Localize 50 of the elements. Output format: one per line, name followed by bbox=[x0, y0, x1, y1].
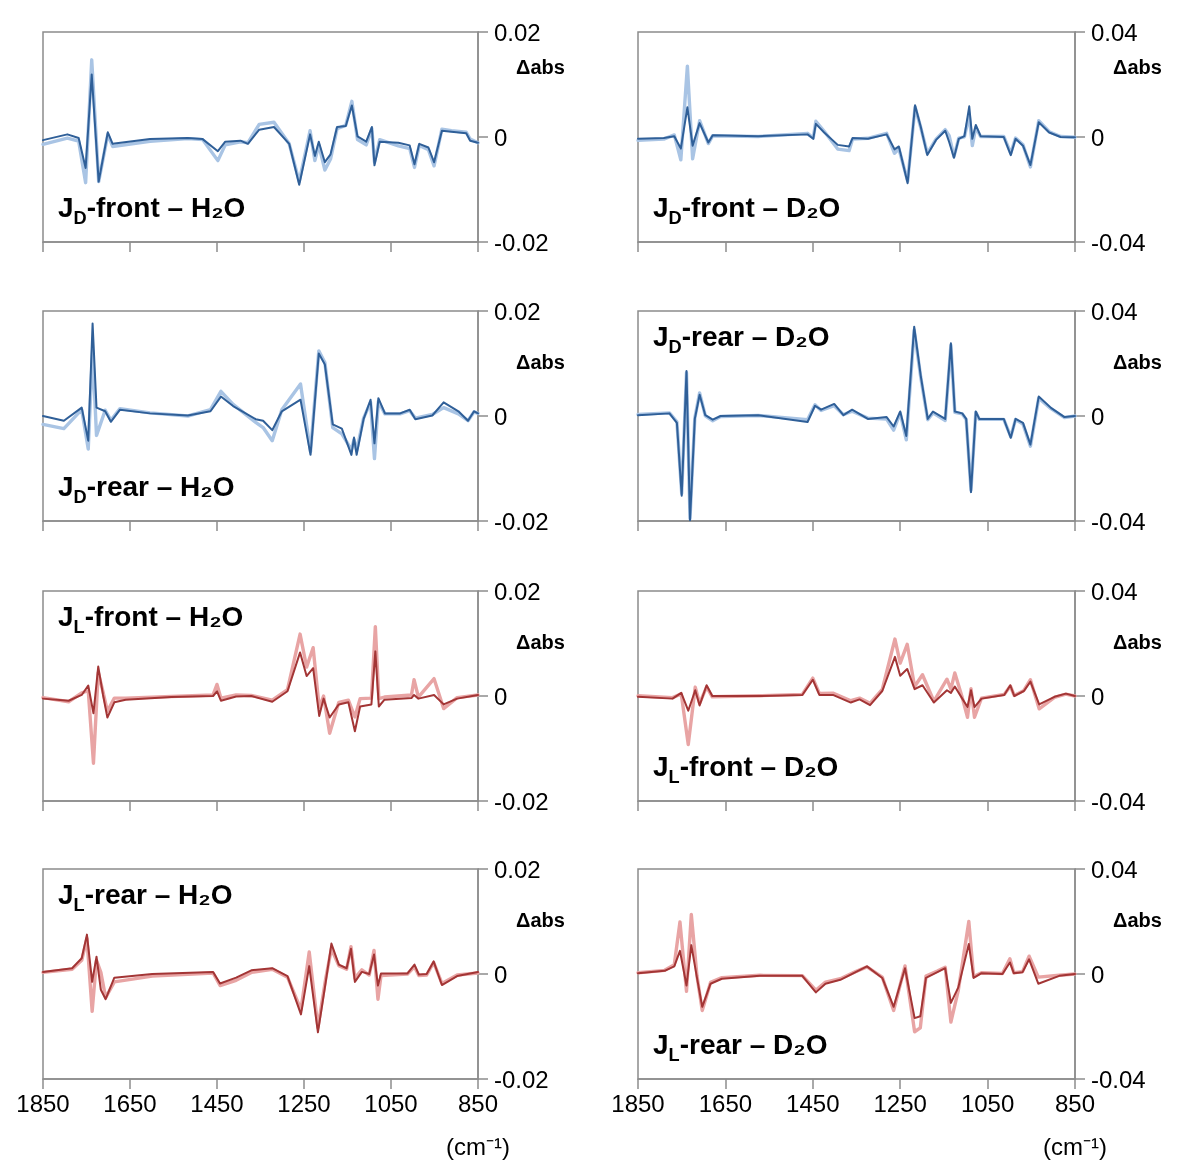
y-axis-title: Δabs bbox=[516, 909, 565, 932]
y-tick-label: 0.02 bbox=[494, 855, 541, 883]
y-tick-label: -0.02 bbox=[494, 507, 549, 535]
x-tick-label: 1450 bbox=[786, 1089, 840, 1117]
y-tick-label: -0.04 bbox=[1091, 787, 1146, 815]
x-axis-title: (cm⁻¹) bbox=[1043, 1132, 1107, 1162]
y-tick-label: 0.02 bbox=[494, 577, 541, 605]
x-tick-label: 1850 bbox=[16, 1089, 70, 1117]
y-tick-label: 0 bbox=[1091, 960, 1105, 988]
y-tick-label: 0 bbox=[494, 960, 508, 988]
text: J$_{D}$-rear – H₂O bbox=[58, 471, 235, 507]
y-tick-label: 0.04 bbox=[1091, 855, 1138, 883]
text: J$_{L}$-front – D₂O bbox=[653, 751, 839, 787]
y-tick-label: 0.02 bbox=[494, 18, 541, 46]
y-tick-label: 0 bbox=[494, 682, 508, 710]
y-tick-label: 0.04 bbox=[1091, 577, 1138, 605]
x-tick-label: 1250 bbox=[277, 1089, 331, 1117]
chart-title: J$_{L}$-front – H₂O bbox=[58, 601, 244, 637]
y-axis-title: Δabs bbox=[1113, 56, 1162, 79]
y-tick-label: 0.04 bbox=[1091, 297, 1138, 325]
y-tick-label: -0.04 bbox=[1091, 228, 1146, 256]
y-tick-label: 0 bbox=[1091, 123, 1105, 151]
y-axis-title: Δabs bbox=[1113, 351, 1162, 374]
text: J$_{L}$-rear – D₂O bbox=[653, 1029, 828, 1065]
chart-title: J$_{D}$-rear – D₂O bbox=[653, 321, 830, 357]
y-tick-label: 0 bbox=[494, 402, 508, 430]
text: J$_{D}$-front – D₂O bbox=[653, 192, 841, 228]
x-tick-label: 1650 bbox=[698, 1089, 753, 1117]
y-axis-title: Δabs bbox=[516, 631, 565, 654]
x-tick-label: 1650 bbox=[103, 1089, 157, 1117]
y-tick-label: -0.04 bbox=[1091, 507, 1146, 535]
y-axis-title: Δabs bbox=[516, 56, 565, 79]
x-axis-title: (cm⁻¹) bbox=[446, 1132, 510, 1162]
y-axis-title: Δabs bbox=[1113, 631, 1162, 654]
y-axis-title: Δabs bbox=[1113, 909, 1162, 932]
y-axis-title: Δabs bbox=[516, 351, 565, 374]
y-tick-label: -0.02 bbox=[494, 228, 549, 256]
y-tick-label: 0 bbox=[494, 123, 508, 151]
chart-title: J$_{L}$-rear – H₂O bbox=[58, 879, 233, 915]
x-tick-label: 1050 bbox=[960, 1089, 1015, 1117]
y-tick-label: 0.02 bbox=[494, 297, 541, 325]
x-tick-label: 1250 bbox=[873, 1089, 927, 1117]
y-tick-label: -0.02 bbox=[494, 787, 549, 815]
text: J$_{D}$-front – H₂O bbox=[58, 192, 246, 228]
x-tick-label: 1050 bbox=[364, 1089, 418, 1117]
y-tick-label: 0.04 bbox=[1091, 18, 1138, 46]
y-tick-label: 0 bbox=[1091, 682, 1105, 710]
x-tick-label: 1850 bbox=[611, 1089, 665, 1117]
y-tick-label: 0 bbox=[1091, 402, 1105, 430]
x-tick-label: 1450 bbox=[190, 1089, 244, 1117]
